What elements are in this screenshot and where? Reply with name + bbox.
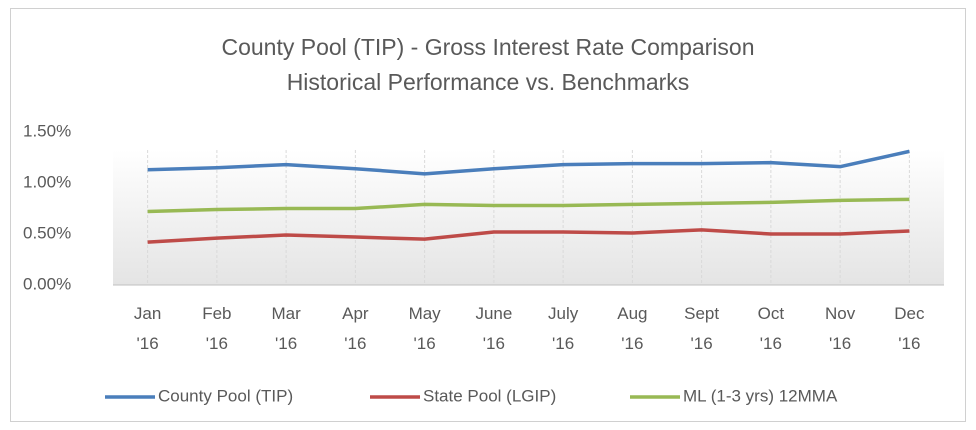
plot-area	[113, 150, 944, 285]
series-line	[147, 228, 910, 244]
y-tick-label: 1.50%	[23, 121, 71, 140]
series-line	[147, 197, 910, 214]
x-tick-label: Dec '16	[894, 304, 925, 353]
y-tick-label: 0.00%	[23, 274, 71, 293]
x-tick-label: June '16	[475, 304, 512, 353]
x-tick-label: Aug '16	[617, 304, 647, 353]
x-tick-label: Oct '16	[758, 304, 785, 353]
y-tick-label: 1.00%	[23, 172, 71, 191]
x-tick-label: Nov '16	[825, 304, 856, 353]
x-tick-label: July '16	[548, 304, 579, 353]
chart-title: County Pool (TIP) - Gross Interest Rate …	[221, 34, 754, 60]
x-tick-label: Mar '16	[271, 304, 301, 353]
x-tick-label: Apr '16	[342, 304, 369, 353]
x-tick-label: Jan '16	[134, 304, 161, 353]
series-line	[147, 149, 910, 176]
x-tick-label: Sept '16	[684, 304, 719, 353]
x-tick-label: Feb '16	[202, 304, 231, 353]
x-tick-label: May '16	[409, 304, 442, 353]
chart-subtitle: Historical Performance vs. Benchmarks	[287, 69, 690, 95]
legend-label: State Pool (LGIP)	[423, 386, 556, 405]
legend-label: County Pool (TIP)	[158, 386, 293, 405]
legend-label: ML (1-3 yrs) 12MMA	[683, 386, 838, 405]
y-tick-label: 0.50%	[23, 223, 71, 242]
